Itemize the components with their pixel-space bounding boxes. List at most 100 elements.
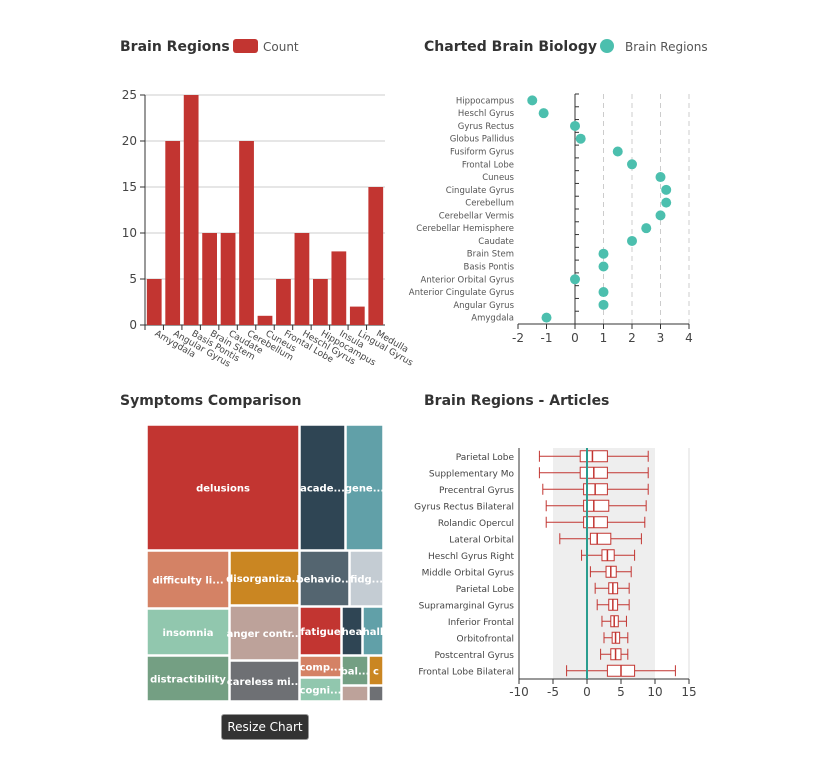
treemap-cell — [299, 550, 350, 607]
boxplot-band — [553, 448, 655, 679]
boxplot-box — [589, 532, 612, 545]
boxplot-x-tick-label: 0 — [583, 685, 591, 699]
scatter-x-tick-label: -2 — [512, 331, 524, 345]
scatter-legend-marker[interactable] — [600, 39, 614, 53]
scatter-point — [627, 235, 637, 246]
boxplot-box — [583, 499, 610, 512]
boxplot-y-tick-label: Middle Orbital Gyrus — [422, 568, 515, 578]
treemap-cells: delusions acade... gene... difficulty li...… — [146, 424, 384, 702]
scatter-y-tick-label: Caudate — [478, 237, 514, 247]
scatter-point — [575, 133, 586, 144]
scatter-point — [627, 159, 637, 170]
resize-chart-button[interactable]: Resize Chart — [222, 715, 308, 739]
treemap-cell-label: bal... — [341, 667, 370, 678]
boxplot-y-tick-label: Postcentral Gyrus — [434, 651, 514, 661]
treemap-cell — [229, 550, 300, 606]
bar-y-tick-label: 25 — [122, 88, 137, 102]
scatter-point — [527, 95, 538, 106]
scatter-x-tick-label: -1 — [541, 331, 553, 345]
boxplot-y-tick-label: Rolandic Opercul — [438, 519, 514, 529]
treemap-cell — [299, 677, 342, 702]
scatter-legend-label[interactable]: Brain Regions — [625, 40, 708, 54]
scatter-y-tick-label: Fusiform Gyrus — [450, 148, 515, 158]
scatter-y-tick-label: Cingulate Gyrus — [446, 186, 515, 196]
scatter-y-tick-label: Frontal Lobe — [462, 160, 514, 170]
treemap-cell-label: hall — [363, 627, 384, 638]
boxplot-y-tick-label: Gyrus Rectus Bilateral — [414, 502, 514, 512]
scatter-point — [598, 299, 609, 310]
boxplot-x-tick-label: 10 — [647, 685, 662, 699]
scatter-y-tick-label: Hippocampus — [456, 96, 515, 106]
boxplot-y-tick-label: Supramarginal Gyrus — [419, 601, 515, 611]
boxplot-box — [579, 450, 608, 463]
scatter-y-tick-label: Heschl Gyrus — [458, 109, 515, 119]
scatter-point — [570, 120, 580, 131]
boxplot-series — [538, 448, 676, 679]
boxplot-axes: -10 -5 0 5 10 15 Frontal Lobe Bilateral Postcen… — [414, 448, 697, 699]
scatter-y-tick-label: Cerebellar Vermis — [439, 211, 515, 221]
treemap-cell-label: cogni... — [300, 686, 342, 697]
boxplot-x-tick-label: 5 — [617, 685, 625, 699]
scatter-point — [570, 274, 580, 285]
scatter-axes: -2 -1 0 1 2 3 4 Amygdala Angular Gyrus Anterior C… — [409, 93, 693, 345]
scatter-x-tick-label: 3 — [657, 331, 665, 345]
bar-chart: Brain Regions Count 0 5 10 15 20 25 AmygdalaA… — [120, 39, 415, 370]
boxplot-x-tick-label: -5 — [547, 685, 559, 699]
scatter-point — [661, 197, 672, 208]
scatter-point — [661, 184, 672, 195]
scatter-grid — [603, 94, 690, 324]
boxplot-y-tick-label: Precentral Gyrus — [439, 486, 514, 496]
scatter-point — [598, 261, 609, 272]
scatter-y-tick-label: Globus Pallidus — [450, 135, 515, 145]
scatter-y-tick-label: Anterior Orbital Gyrus — [421, 275, 515, 285]
bar-y-tick-label: 15 — [122, 180, 137, 194]
scatter-y-tick-label: Anterior Cingulate Gyrus — [409, 288, 515, 298]
bar-legend-swatch[interactable] — [233, 39, 258, 53]
scatter-chart: Charted Brain Biology Brain Regions -2 -1… — [409, 39, 708, 345]
boxplot-box — [583, 516, 608, 529]
treemap-cell-label: gene... — [345, 484, 384, 495]
scatter-point — [541, 312, 552, 323]
treemap-cell-label: acade... — [300, 484, 345, 495]
boxplot-shaded-band — [553, 448, 655, 679]
bar — [239, 141, 254, 325]
treemap-cell-label: comp... — [300, 663, 342, 674]
bar — [276, 279, 291, 325]
treemap-cell — [345, 424, 384, 551]
scatter-y-tick-label: Cuneus — [482, 173, 514, 183]
treemap-cell — [299, 655, 342, 678]
treemap-cell-label: behavio... — [296, 575, 352, 586]
treemap-cell-label: c — [373, 667, 379, 678]
scatter-y-tick-label: Cerebellum — [465, 199, 514, 209]
scatter-point — [641, 223, 652, 234]
scatter-point — [598, 248, 609, 259]
bar-legend-label[interactable]: Count — [263, 40, 299, 54]
bar — [202, 233, 217, 325]
treemap-cell — [146, 608, 230, 656]
scatter-series — [527, 95, 672, 323]
scatter-point — [538, 108, 549, 119]
bar-chart-title: Brain Regions — [120, 39, 230, 55]
bar-grid — [145, 94, 385, 280]
treemap-cell — [146, 424, 300, 551]
scatter-y-tick-label: Basis Pontis — [464, 263, 515, 273]
treemap-chart: Symptoms Comparison delusions acade... gen… — [120, 393, 384, 702]
treemap-cell-label: hea — [342, 627, 363, 638]
treemap-chart-title: Symptoms Comparison — [120, 393, 302, 409]
treemap-cell-label: disorganiza... — [226, 574, 303, 585]
scatter-x-tick-label: 0 — [571, 331, 579, 345]
bar — [146, 279, 162, 325]
scatter-point — [655, 210, 666, 221]
treemap-cell-label: careless mi... — [227, 677, 302, 688]
treemap-cell — [368, 685, 384, 702]
bar — [183, 95, 199, 325]
treemap-cell-label: insomnia — [162, 628, 213, 639]
scatter-y-tick-label: Cerebellar Hemisphere — [416, 224, 514, 234]
bar-y-tick-label: 0 — [129, 318, 137, 332]
bar — [349, 306, 365, 325]
treemap-cell-label: difficulty li... — [152, 576, 223, 587]
treemap-cell — [146, 550, 230, 609]
scatter-y-tick-label: Brain Stem — [467, 250, 514, 260]
